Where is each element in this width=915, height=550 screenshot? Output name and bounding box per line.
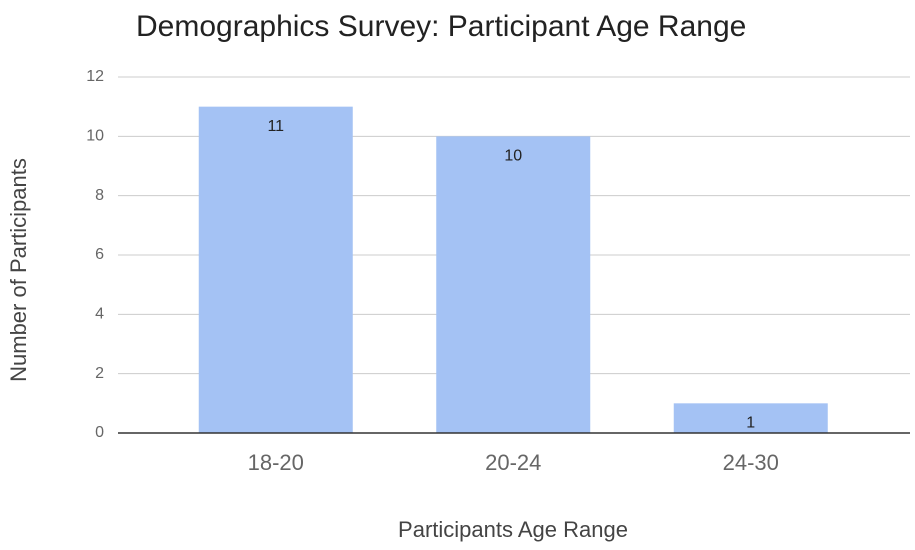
bar bbox=[673, 403, 828, 433]
y-tick-label: 0 bbox=[95, 424, 104, 441]
chart-title: Demographics Survey: Participant Age Ran… bbox=[136, 10, 746, 43]
y-tick-label: 4 bbox=[95, 306, 104, 323]
y-tick-label: 2 bbox=[95, 365, 104, 382]
y-tick-label: 12 bbox=[86, 68, 104, 85]
data-label: 10 bbox=[504, 148, 522, 165]
data-label: 1 bbox=[746, 415, 755, 432]
y-tick-label: 10 bbox=[86, 128, 104, 145]
x-tick-label: 24-30 bbox=[723, 450, 779, 475]
bar bbox=[436, 136, 591, 434]
x-tick-label: 20-24 bbox=[485, 450, 541, 475]
y-tick-label: 8 bbox=[95, 187, 104, 204]
x-axis-label: Participants Age Range bbox=[398, 517, 628, 542]
data-label: 11 bbox=[267, 118, 284, 135]
x-tick-label: 18-20 bbox=[248, 450, 304, 475]
y-tick-label: 6 bbox=[95, 246, 104, 263]
bar bbox=[198, 106, 353, 434]
y-axis-label: Number of Participants bbox=[6, 158, 31, 382]
